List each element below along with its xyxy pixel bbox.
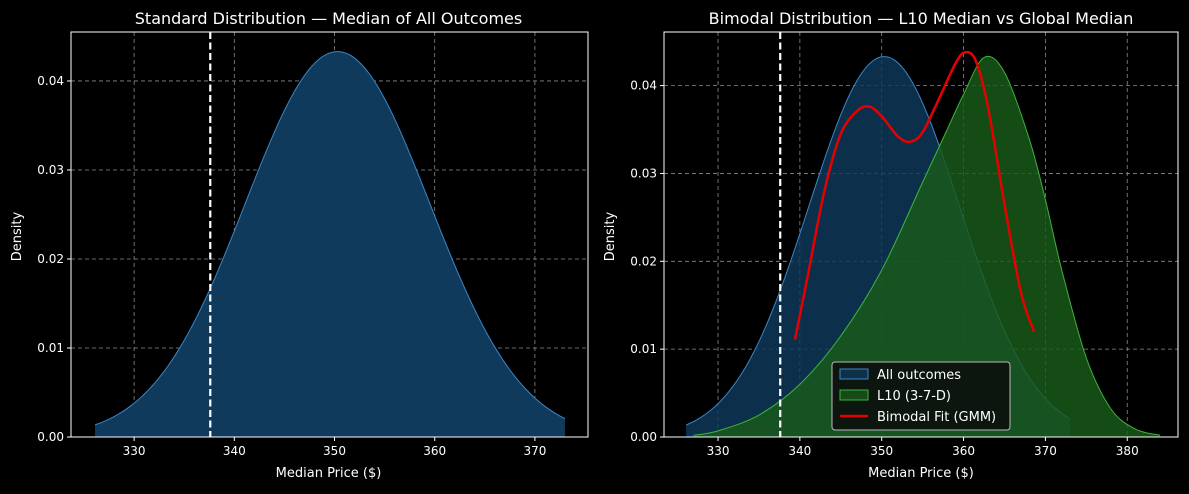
- right-chart-y-tick-label-1: 0.01: [630, 342, 657, 356]
- legend: All outcomes L10 (3-7-D) Bimodal Fit (GM…: [831, 361, 1011, 431]
- legend-label-all-outcomes: All outcomes: [877, 368, 961, 383]
- left-chart-x-tick-label-340: 340: [223, 444, 246, 458]
- left-chart-axes-frame: [70, 31, 589, 438]
- left-chart-title: Standard Distribution — Median of All Ou…: [135, 9, 522, 28]
- right-chart-x-tick-label-360: 360: [952, 444, 975, 458]
- left-chart-y-tick-label-3: 0.03: [37, 163, 64, 177]
- left-chart-y-tick-label-4: 0.04: [37, 74, 64, 88]
- left-chart: 330 340 350 360 370 0.00 0.01 0.02 0.03 0.04 Stan…: [10, 9, 589, 481]
- legend-swatch-all-outcomes: [839, 368, 869, 380]
- left-chart-x-tick-label-370: 370: [523, 444, 546, 458]
- right-chart-x-tick-label-330: 330: [707, 444, 730, 458]
- right-chart-area-outline-l10-3-7-d: [693, 55, 1161, 436]
- right-chart-y-tick-label-4: 0.04: [630, 79, 657, 93]
- right-chart-axes-frame: [663, 31, 1179, 438]
- right-chart-x-tick-label-350: 350: [870, 444, 893, 458]
- right-chart: 330 340 350 360 370 380 0.00 0.01 0.02 0.03 0.04 B…: [603, 9, 1179, 481]
- left-chart-x-axis-label: Median Price ($): [276, 466, 382, 481]
- right-chart-y-axis-label: Density: [603, 211, 618, 261]
- right-chart-x-tick-label-380: 380: [1116, 444, 1139, 458]
- left-chart-y-tick-label-0: 0.00: [37, 430, 64, 444]
- right-chart-line-bimodal-fit-gmm: [793, 50, 1036, 340]
- legend-swatch-l10: [839, 389, 869, 401]
- right-chart-x-tick-label-370: 370: [1034, 444, 1057, 458]
- legend-box: [831, 361, 1011, 431]
- left-chart-y-axis-label: Density: [10, 211, 25, 261]
- left-chart-area-all-outcomes: [95, 51, 565, 437]
- left-chart-y-tick-label-2: 0.02: [37, 252, 64, 266]
- left-chart-area-outline-all-outcomes: [94, 51, 566, 426]
- right-chart-y-tick-label-0: 0.00: [630, 430, 657, 444]
- left-chart-x-tick-label-350: 350: [323, 444, 346, 458]
- legend-label-bimodal-fit: Bimodal Fit (GMM): [877, 410, 996, 425]
- right-chart-y-tick-label-2: 0.02: [630, 254, 657, 268]
- left-chart-x-tick-label-330: 330: [123, 444, 146, 458]
- right-chart-x-axis-label: Median Price ($): [868, 466, 974, 481]
- left-chart-y-tick-label-1: 0.01: [37, 341, 64, 355]
- left-chart-x-tick-label-360: 360: [423, 444, 446, 458]
- right-chart-x-tick-label-340: 340: [788, 444, 811, 458]
- right-chart-y-tick-label-3: 0.03: [630, 166, 657, 180]
- right-chart-area-l10-3-7-d: [693, 56, 1160, 437]
- legend-label-l10: L10 (3-7-D): [877, 389, 951, 404]
- right-chart-title: Bimodal Distribution — L10 Median vs Glo…: [709, 9, 1134, 28]
